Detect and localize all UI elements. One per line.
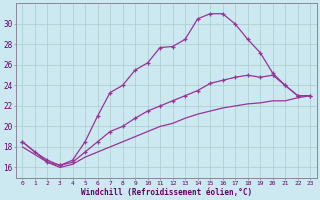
- X-axis label: Windchill (Refroidissement éolien,°C): Windchill (Refroidissement éolien,°C): [81, 188, 252, 197]
